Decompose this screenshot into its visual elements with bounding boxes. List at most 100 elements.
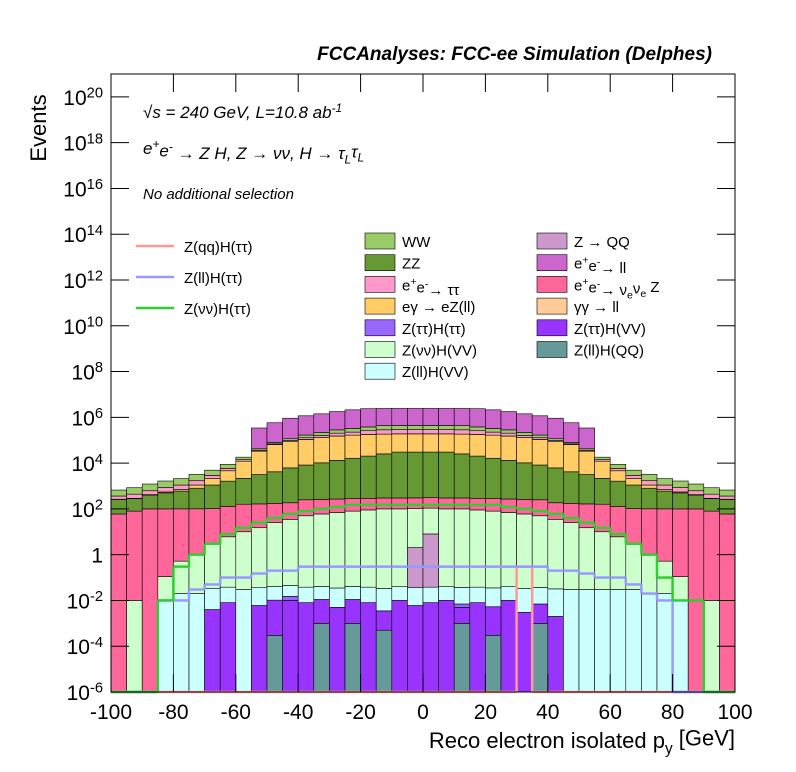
text-run: e — [416, 280, 424, 297]
histogram-bar — [360, 426, 377, 432]
text-run: e — [402, 277, 410, 294]
legend-label: Z(qq)H(ττ) — [184, 239, 253, 256]
x-axis-label: Reco electron isolated py [GeV] — [429, 726, 735, 758]
legend-label: Z(ττ)H(VV) — [574, 321, 646, 338]
histogram-bar — [422, 451, 439, 499]
histogram-bar — [625, 478, 642, 486]
legend-swatch — [364, 319, 396, 337]
histogram-bar — [625, 475, 642, 479]
text-run: 16 — [87, 177, 103, 193]
histogram-bar — [407, 587, 424, 606]
histogram-bar — [266, 522, 283, 587]
histogram-bar — [719, 513, 736, 693]
text-run: e — [574, 277, 582, 294]
histogram-bar — [485, 510, 502, 589]
histogram-bar — [407, 408, 424, 426]
histogram-bar — [438, 425, 455, 430]
histogram-bar — [422, 586, 439, 603]
histogram-bar — [126, 493, 143, 499]
histogram-bar — [313, 513, 330, 587]
histogram-bar — [703, 493, 720, 499]
histogram-bar — [453, 425, 471, 431]
histogram-bar — [282, 600, 299, 693]
text-run: 10 — [63, 178, 86, 201]
text-run: + — [152, 137, 159, 151]
histogram-bar — [313, 437, 330, 464]
histogram-bar — [485, 428, 502, 433]
text-run: -60 — [221, 701, 251, 724]
histogram-bar — [563, 444, 580, 473]
histogram-bar — [375, 588, 393, 612]
histogram-bar — [297, 434, 315, 439]
histogram-bar — [251, 450, 268, 475]
histogram-bar — [422, 507, 439, 535]
text-run: + — [582, 254, 588, 266]
histogram-bar — [469, 509, 486, 588]
histogram-bar — [204, 478, 221, 486]
histogram-bar — [422, 429, 439, 435]
histogram-bar — [110, 499, 127, 515]
legend-label: ZZ — [402, 256, 420, 273]
y-tick-label: 108​ — [71, 360, 103, 384]
text-run: Z(νν)H(VV) — [402, 343, 477, 360]
histogram-bar — [438, 429, 455, 435]
histogram-bar — [126, 510, 143, 601]
histogram-bar — [251, 605, 268, 693]
histogram-bar — [313, 623, 330, 693]
y-tick-label: 1010​ — [63, 314, 103, 338]
histogram-bar — [719, 495, 736, 500]
histogram-bar — [329, 435, 346, 461]
text-run: 10 — [63, 87, 86, 110]
x-tick-label: -20 — [345, 701, 375, 724]
histogram-bar — [204, 508, 221, 544]
histogram-bar — [360, 586, 377, 603]
legend-swatch — [364, 341, 396, 358]
legend-swatch — [364, 362, 396, 380]
y-tick-label: 1014​ — [63, 223, 103, 247]
text-run: -100 — [90, 701, 132, 724]
legend-label: e+e-→ ll — [574, 254, 626, 277]
text-run: - — [425, 278, 429, 290]
histogram-bar — [219, 586, 237, 603]
histogram-bar — [453, 429, 471, 435]
text-run: γγ → ll — [574, 299, 619, 316]
histogram-bar — [453, 607, 471, 624]
histogram-bar — [282, 519, 299, 586]
histogram-bar — [110, 495, 127, 500]
histogram-bar — [422, 497, 439, 509]
histogram-bar — [625, 589, 642, 693]
histogram-bar — [407, 433, 424, 453]
histogram-bar — [188, 487, 205, 510]
histogram-bar — [438, 497, 455, 510]
text-run: → Z H, Z → νν, H → τ — [173, 144, 346, 163]
histogram-bar — [563, 522, 580, 590]
histogram-bar — [625, 469, 642, 476]
histogram-bar — [516, 588, 533, 613]
histogram-bar — [173, 593, 190, 693]
histogram-bar — [391, 600, 408, 693]
text-run: - — [597, 257, 601, 269]
text-run: FCCAnalyses: FCC-ee Simulation (Delphes) — [317, 44, 712, 65]
text-run: - — [597, 278, 601, 290]
histogram-bar — [656, 490, 673, 510]
histogram-bar — [391, 429, 408, 435]
histogram-bar — [360, 602, 377, 693]
histogram-bar — [157, 600, 174, 693]
histogram-bar — [516, 435, 533, 438]
legend-label: Z(νν)H(VV) — [402, 343, 477, 360]
text-run: 10 — [67, 590, 90, 613]
text-run: 10 — [63, 316, 86, 339]
histogram-bar — [453, 587, 471, 605]
histogram-bar — [329, 411, 346, 431]
histogram-bar — [609, 589, 627, 693]
text-run: e — [159, 142, 168, 161]
histogram-bar — [547, 441, 564, 469]
histogram-bar — [313, 499, 330, 515]
legend-swatch — [536, 341, 568, 358]
histogram-bar — [656, 478, 673, 486]
text-run: e — [588, 258, 596, 275]
histogram-bar — [173, 490, 190, 510]
histogram-bar — [313, 413, 330, 433]
y-tick-label: 10-4​ — [67, 635, 103, 659]
histogram-bar — [329, 498, 346, 513]
